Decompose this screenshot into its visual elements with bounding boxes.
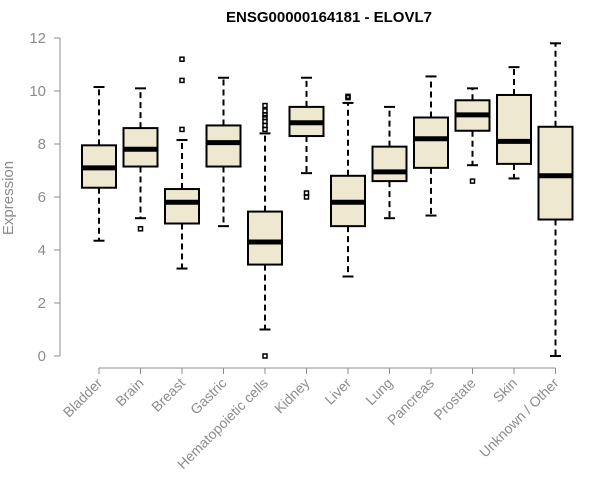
box xyxy=(413,116,449,169)
box xyxy=(247,210,283,266)
outlier-point xyxy=(179,77,185,84)
box-group xyxy=(371,105,408,220)
y-tick-label: 2 xyxy=(38,295,46,312)
box-group xyxy=(122,87,159,232)
box-group xyxy=(288,76,325,200)
outlier-point xyxy=(179,126,185,133)
x-tick-label: Unknown / Other xyxy=(476,375,562,461)
x-tick-label: Lung xyxy=(362,375,395,408)
x-tick-label: Breast xyxy=(148,375,188,415)
y-tick-label: 6 xyxy=(38,189,46,206)
y-tick-label: 8 xyxy=(38,136,46,153)
y-tick-label: 12 xyxy=(29,30,46,47)
y-axis-label: Expression xyxy=(0,161,17,235)
box xyxy=(496,93,532,165)
y-tick-label: 10 xyxy=(29,83,46,100)
outlier-point xyxy=(137,226,144,232)
outlier-point xyxy=(469,178,476,184)
box-group xyxy=(496,66,532,180)
x-tick-label: Liver xyxy=(321,375,354,408)
outlier-point xyxy=(262,108,268,114)
boxes-layer xyxy=(81,42,574,359)
outlier-point xyxy=(303,190,310,196)
x-tick-label: Prostate xyxy=(430,375,478,423)
outlier-point xyxy=(262,102,268,109)
outlier-point xyxy=(345,93,351,100)
y-tick-label: 4 xyxy=(38,242,46,259)
box-group xyxy=(413,75,449,217)
x-tick-label: Bladder xyxy=(60,375,106,421)
outlier-point xyxy=(262,353,268,359)
chart-title: ENSG00000164181 - ELOVL7 xyxy=(226,9,432,26)
x-tick-label: Skin xyxy=(490,375,521,406)
box-group xyxy=(205,76,242,228)
outlier-point xyxy=(179,56,185,62)
box xyxy=(537,125,574,221)
box-group xyxy=(247,102,283,359)
box xyxy=(371,145,408,183)
box-group xyxy=(164,56,200,270)
box-group xyxy=(330,93,366,278)
y-axis: 0 2 4 6 8 10 12 xyxy=(29,30,61,365)
box xyxy=(205,124,242,168)
x-tick-label: Brain xyxy=(112,375,146,409)
box-group xyxy=(81,86,117,242)
box xyxy=(164,188,200,225)
y-tick-label: 0 xyxy=(38,348,46,365)
x-tick-label: Kidney xyxy=(271,375,313,417)
box-group xyxy=(454,87,491,184)
box-group xyxy=(537,42,574,357)
